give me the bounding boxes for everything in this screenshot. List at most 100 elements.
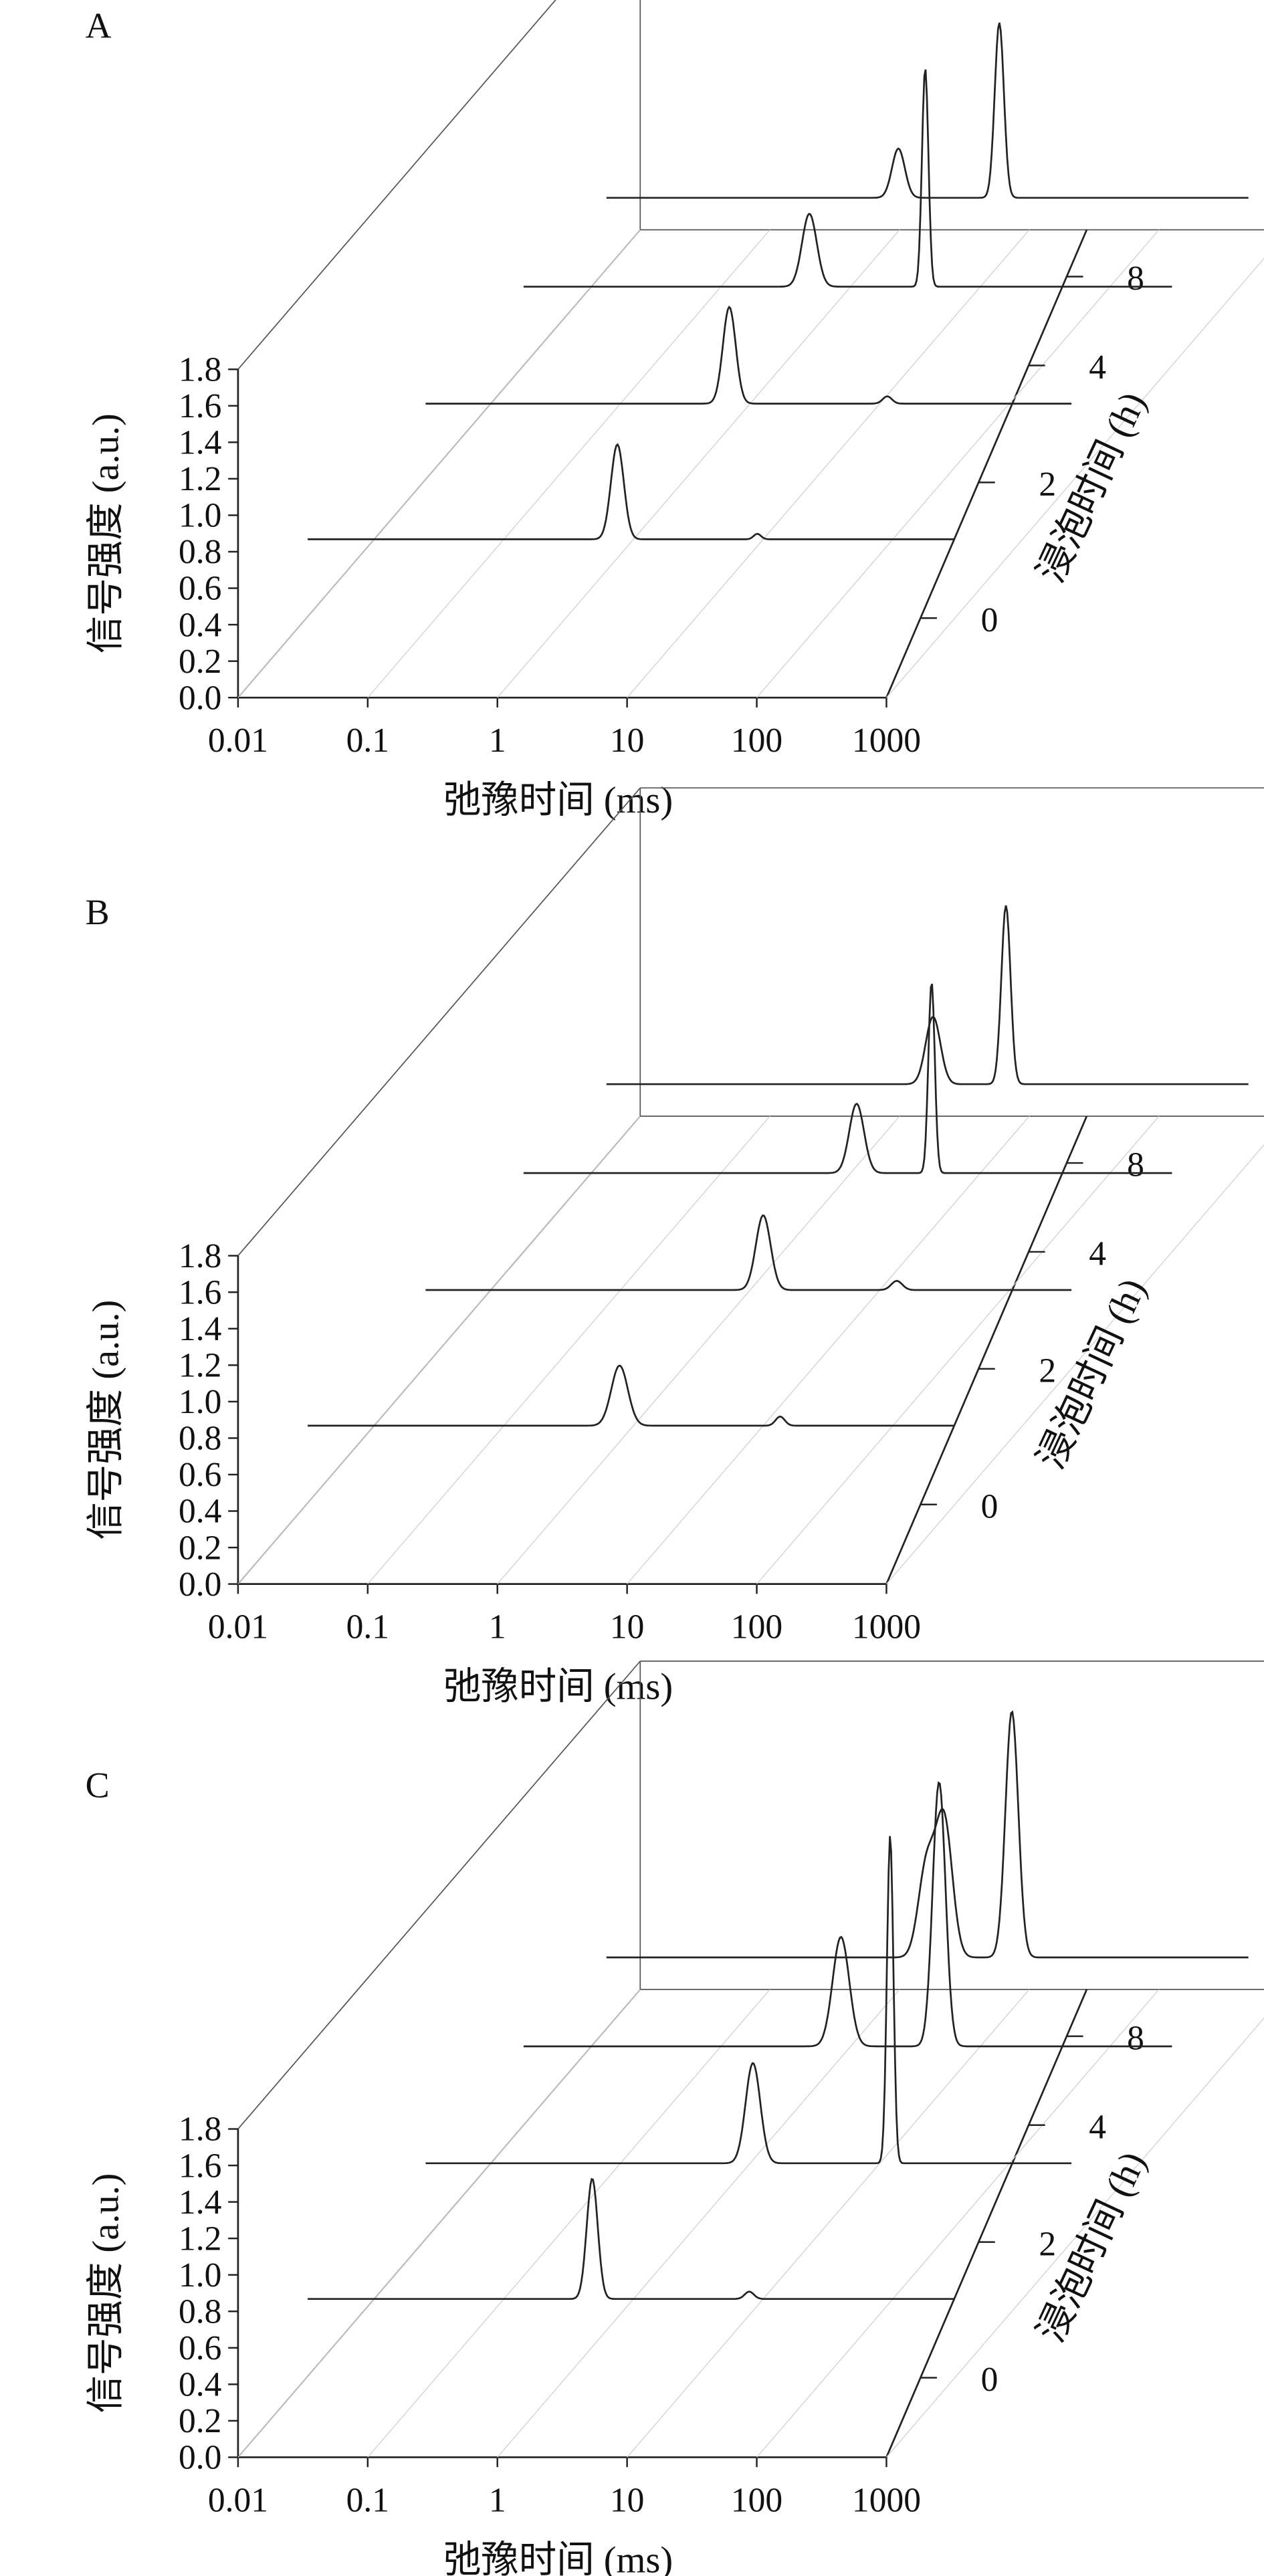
y-tick-label: 1.6 [179, 1273, 221, 1311]
series-trace-8h [606, 22, 1249, 199]
x-axis-title: 弛豫时间 (ms) [443, 1666, 673, 1707]
series-trace-8h [606, 905, 1249, 1085]
x-tick-label: 100 [731, 1608, 782, 1646]
x-tick-label: 10 [610, 722, 645, 760]
y-tick-label: 0.8 [179, 2292, 221, 2331]
depth-tick-label: 4 [1089, 1235, 1106, 1273]
y-tick-label: 1.0 [179, 1383, 221, 1421]
y-tick-label: 0.4 [179, 1493, 221, 1531]
y-axis-title: 信号强度 (a.u.) [86, 1300, 127, 1540]
x-tick-label: 1000 [852, 2481, 921, 2519]
floor-gridline [885, 257, 1264, 698]
depth-axis-line [885, 1989, 1088, 2458]
y-tick-label: 0.2 [179, 1529, 221, 1567]
y-tick-label: 1.6 [179, 2147, 221, 2185]
y-tick-label: 1.4 [179, 2183, 221, 2222]
x-tick-label: 1000 [852, 1608, 921, 1646]
series-trace-0h [308, 443, 955, 540]
x-tick-label: 1000 [852, 722, 921, 760]
y-tick-label: 0.0 [179, 679, 221, 717]
series-trace-8h [606, 1710, 1249, 1959]
series-trace-4h [523, 69, 1172, 288]
depth-tick-label: 4 [1089, 2108, 1106, 2146]
x-axis-title: 弛豫时间 (ms) [443, 2539, 673, 2576]
y-tick-label: 0.6 [179, 570, 221, 608]
y-tick-label: 1.0 [179, 497, 221, 535]
series-trace-2h [425, 305, 1072, 405]
x-tick-label: 100 [731, 722, 782, 760]
side-top-edge [237, 787, 641, 1257]
series-trace-4h [523, 983, 1172, 1174]
floor-gridline [627, 229, 1030, 698]
y-tick-label: 1.4 [179, 424, 221, 462]
y-tick-label: 1.8 [179, 350, 221, 389]
side-top-edge [237, 0, 556, 370]
y-tick-label: 1.2 [179, 460, 221, 498]
chart-panel-b: B0.01 0.1 1 10 100 10000.00.20.40.60.81.01.21… [86, 787, 1264, 1707]
floor-gridline [237, 1989, 641, 2458]
y-tick-label: 1.2 [179, 2220, 221, 2258]
chart-panel-a: A0.01 0.1 1 10 100 10000.00.20.40.60.81.01.21… [86, 0, 1264, 821]
floor-gridline [367, 1989, 770, 2458]
floor-gridline [497, 229, 900, 698]
chart-panel-c: C0.01 0.1 1 10 100 10000.00.20.40.60.81.01.21… [86, 1660, 1264, 2576]
depth-tick-label: 4 [1089, 348, 1106, 387]
x-tick-label: 10 [610, 2481, 645, 2519]
y-tick-label: 0.0 [179, 2439, 221, 2477]
floor-gridline [237, 229, 641, 698]
y-tick-label: 0.8 [179, 533, 221, 571]
x-tick-label: 10 [610, 1608, 645, 1646]
floor-gridline [497, 1115, 900, 1585]
x-tick-label: 0.01 [208, 2481, 268, 2519]
depth-tick-label: 8 [1127, 1146, 1144, 1184]
floor-gridline [756, 1115, 1160, 1585]
depth-axis-line [885, 1115, 1088, 1585]
depth-tick-label: 8 [1127, 2020, 1144, 2058]
panel-label: C [86, 1765, 110, 1806]
floor-gridline [756, 229, 1160, 698]
x-tick-label: 1 [489, 722, 506, 760]
y-tick-label: 0.0 [179, 1566, 221, 1604]
y-tick-label: 1.8 [179, 2111, 221, 2149]
x-tick-label: 0.01 [208, 722, 268, 760]
floor-gridline [497, 1989, 900, 2458]
panel-label: B [86, 892, 110, 932]
depth-tick-label: 2 [1039, 465, 1056, 504]
floor-gridline [627, 1989, 1030, 2458]
y-tick-label: 1.0 [179, 2256, 221, 2294]
y-tick-label: 1.2 [179, 1347, 221, 1385]
y-tick-label: 0.6 [179, 2329, 221, 2367]
x-tick-label: 100 [731, 2481, 782, 2519]
series-trace-0h [308, 1364, 955, 1427]
floor-gridline [885, 1144, 1264, 1585]
y-tick-label: 0.2 [179, 2402, 221, 2440]
y-tick-label: 0.4 [179, 606, 221, 644]
panel-label: A [86, 5, 112, 45]
x-tick-label: 1 [489, 1608, 506, 1646]
y-tick-label: 0.8 [179, 1420, 221, 1458]
y-axis-title: 信号强度 (a.u.) [86, 413, 127, 653]
y-tick-label: 0.6 [179, 1456, 221, 1494]
depth-tick-label: 2 [1039, 2225, 1056, 2263]
depth-axis-line [885, 229, 1088, 698]
floor-gridline [756, 1989, 1160, 2458]
y-tick-label: 1.8 [179, 1237, 221, 1275]
x-axis-title: 弛豫时间 (ms) [443, 780, 673, 821]
x-tick-label: 0.1 [346, 2481, 389, 2519]
y-tick-label: 1.4 [179, 1310, 221, 1348]
x-tick-label: 0.1 [346, 722, 389, 760]
x-tick-label: 0.1 [346, 1608, 389, 1646]
floor-gridline [367, 229, 770, 698]
x-tick-label: 0.01 [208, 1608, 268, 1646]
floor-gridline [885, 2017, 1264, 2458]
floor-gridline [627, 1115, 1030, 1585]
depth-tick-label: 2 [1039, 1352, 1056, 1390]
depth-tick-label: 8 [1127, 259, 1144, 298]
series-trace-0h [308, 2177, 955, 2300]
y-tick-label: 0.4 [179, 2366, 221, 2404]
depth-tick-label: 0 [981, 601, 998, 639]
depth-tick-label: 0 [981, 2361, 998, 2399]
side-top-edge [237, 1660, 641, 2130]
x-tick-label: 1 [489, 2481, 506, 2519]
